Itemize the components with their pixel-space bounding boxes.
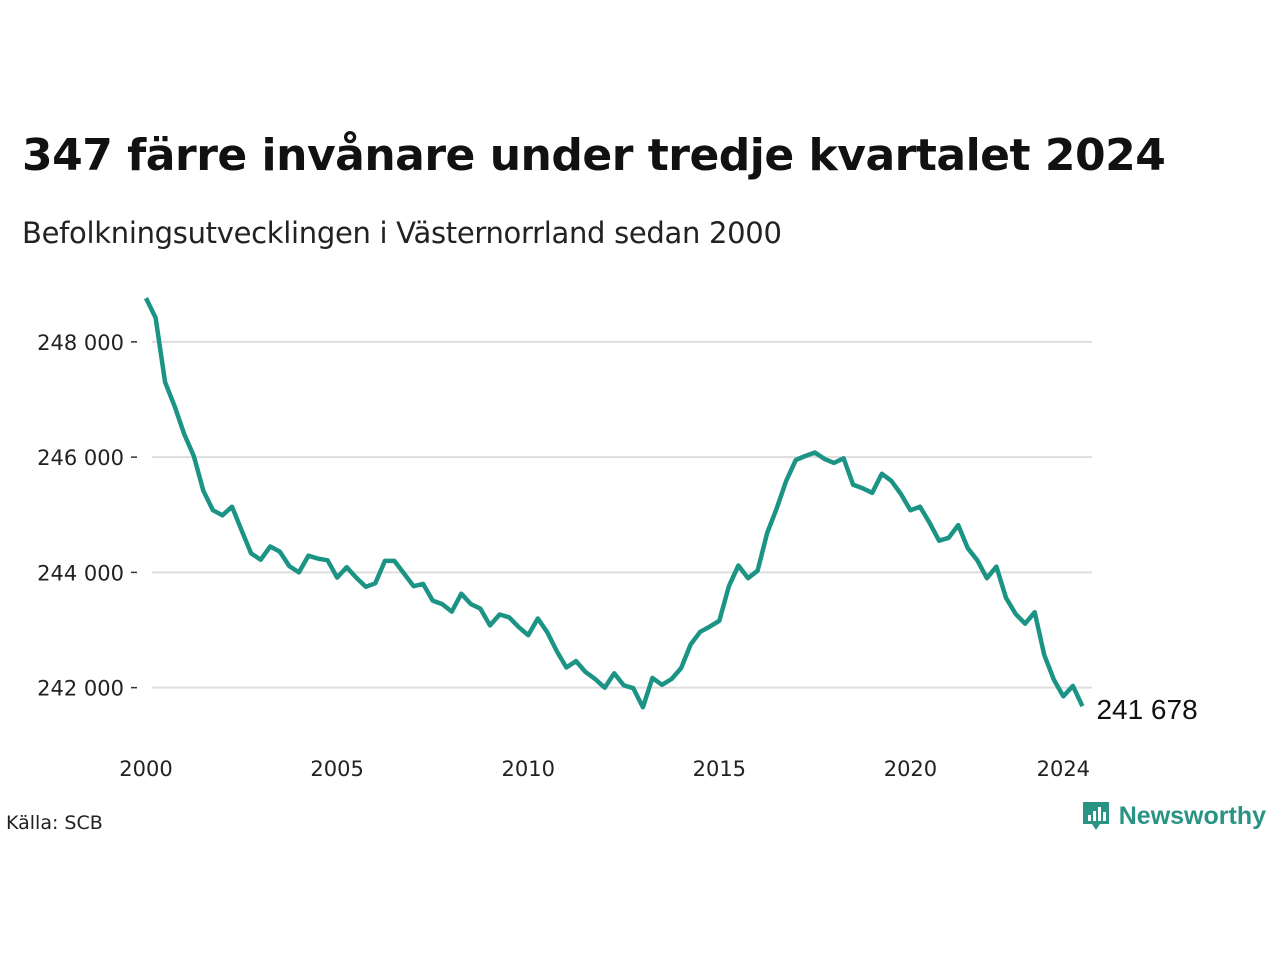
- series-line: [143, 297, 1085, 710]
- x-tick-label: 2000: [119, 757, 172, 781]
- y-tick-label: 242 000: [37, 677, 124, 701]
- end-value-label: 241 678: [1096, 694, 1197, 725]
- chart-subtitle: Befolkningsutvecklingen i Västernorrland…: [22, 216, 782, 250]
- x-tick-label: 2015: [693, 757, 746, 781]
- x-tick-label: 2005: [310, 757, 363, 781]
- y-tick-label: 246 000: [37, 446, 124, 470]
- brand-name: Newsworthy: [1118, 801, 1266, 830]
- brand-logo: Newsworthy: [1081, 800, 1266, 832]
- y-tick-label: 244 000: [37, 561, 124, 585]
- chart-title: 347 färre invånare under tredje kvartale…: [22, 130, 1166, 181]
- x-tick-label: 2020: [884, 757, 937, 781]
- source-note: Källa: SCB: [6, 812, 103, 834]
- chart-logo-icon: [1082, 802, 1109, 830]
- x-tick-label: 2024: [1037, 757, 1090, 781]
- y-tick-label: 248 000: [37, 331, 124, 355]
- x-tick-label: 2010: [501, 757, 554, 781]
